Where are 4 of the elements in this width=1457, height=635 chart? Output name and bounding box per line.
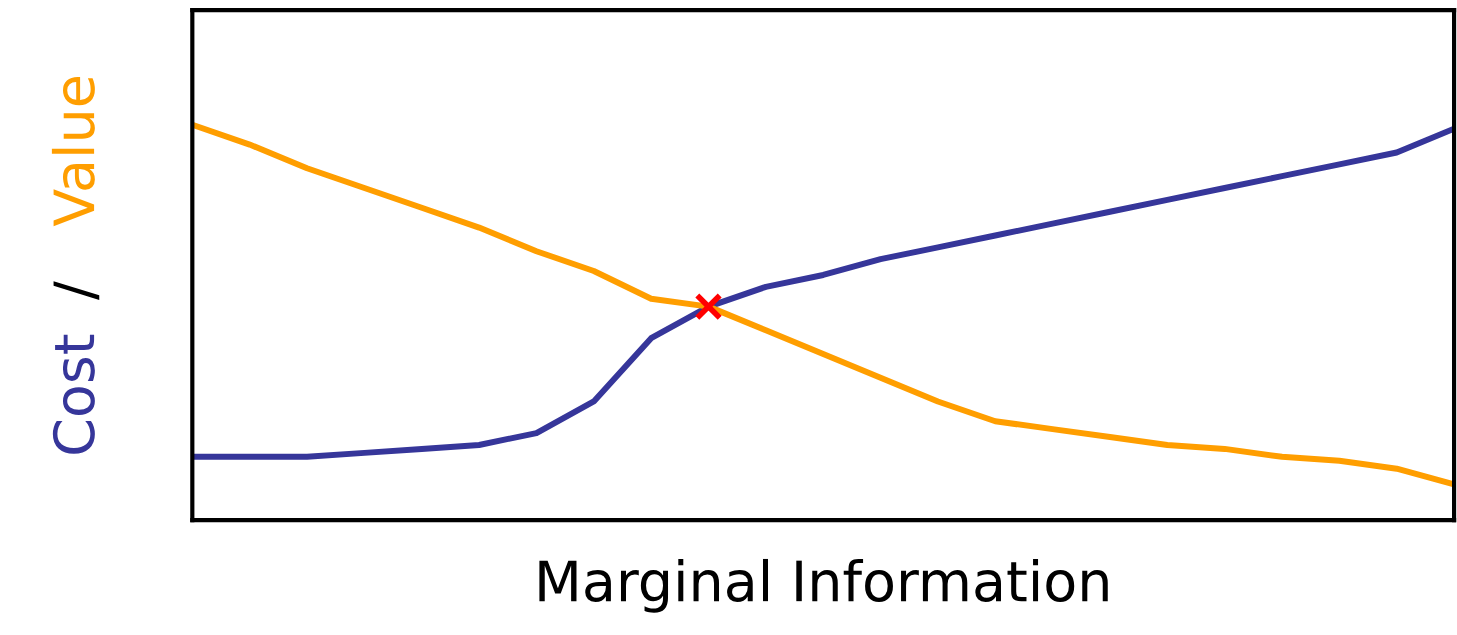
y-axis-title: /: [53, 281, 100, 300]
text: Cost: [52, 334, 95, 454]
text: Value: [51, 77, 95, 227]
x-axis-title: Marginal Information: [539, 558, 1108, 613]
